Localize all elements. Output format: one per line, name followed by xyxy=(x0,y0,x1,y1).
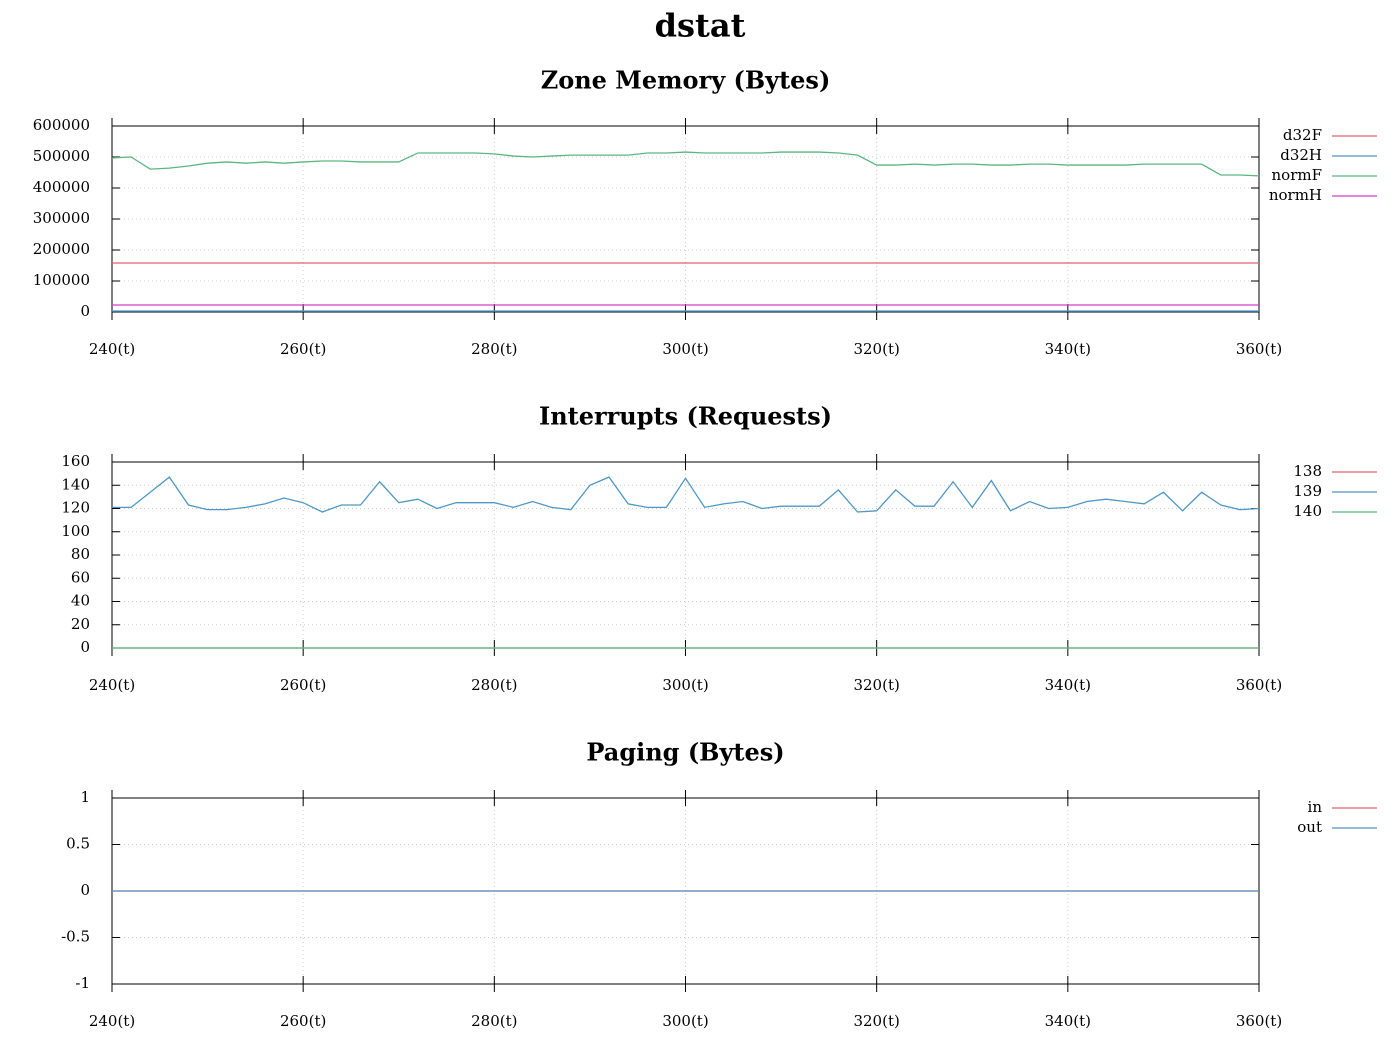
x-tick-label: 360(t) xyxy=(1236,340,1282,358)
y-tick-label: 0.5 xyxy=(66,835,90,853)
chart-title: Paging (Bytes) xyxy=(586,738,784,767)
x-tick-label: 300(t) xyxy=(662,340,708,358)
x-tick-label: 280(t) xyxy=(471,1012,517,1030)
y-tick-label: 120 xyxy=(61,499,90,517)
x-tick-label: 280(t) xyxy=(471,676,517,694)
y-tick-label: 600000 xyxy=(33,116,90,134)
y-tick-label: 40 xyxy=(71,592,90,610)
series-line xyxy=(112,476,1260,513)
x-tick-label: 240(t) xyxy=(89,676,135,694)
y-tick-label: 200000 xyxy=(33,240,90,258)
y-tick-label: -0.5 xyxy=(61,928,90,946)
y-tick-label: 60 xyxy=(71,568,90,586)
x-tick-label: 360(t) xyxy=(1236,676,1282,694)
x-tick-label: 280(t) xyxy=(471,340,517,358)
y-tick-label: 100 xyxy=(61,522,90,540)
y-tick-label: 100000 xyxy=(33,271,90,289)
y-tick-label: 300000 xyxy=(33,209,90,227)
x-tick-label: 240(t) xyxy=(89,1012,135,1030)
legend-label: 140 xyxy=(1293,502,1322,520)
y-tick-label: -1 xyxy=(75,974,90,992)
x-tick-label: 260(t) xyxy=(280,1012,326,1030)
legend-label: d32H xyxy=(1280,146,1322,164)
y-tick-label: 0 xyxy=(80,302,90,320)
x-tick-label: 320(t) xyxy=(853,676,899,694)
y-tick-label: 160 xyxy=(61,452,90,470)
legend-label: 138 xyxy=(1293,462,1322,480)
x-tick-label: 320(t) xyxy=(853,1012,899,1030)
legend-label: normH xyxy=(1269,186,1322,204)
y-tick-label: 1 xyxy=(80,788,90,806)
y-tick-label: 20 xyxy=(71,615,90,633)
page-title: dstat xyxy=(655,7,746,45)
legend-label: out xyxy=(1297,818,1322,836)
legend-label: normF xyxy=(1272,166,1323,184)
x-tick-label: 300(t) xyxy=(662,1012,708,1030)
legend-label: in xyxy=(1308,798,1323,816)
x-tick-label: 320(t) xyxy=(853,340,899,358)
x-tick-label: 260(t) xyxy=(280,676,326,694)
plot-frame xyxy=(111,125,1260,313)
y-tick-label: 400000 xyxy=(33,178,90,196)
y-tick-label: 0 xyxy=(80,881,90,899)
x-tick-label: 360(t) xyxy=(1236,1012,1282,1030)
legend-label: d32F xyxy=(1283,126,1322,144)
x-tick-label: 340(t) xyxy=(1045,340,1091,358)
chart-title: Interrupts (Requests) xyxy=(539,402,832,431)
legend-label: 139 xyxy=(1293,482,1322,500)
x-tick-label: 260(t) xyxy=(280,340,326,358)
x-tick-label: 240(t) xyxy=(89,340,135,358)
series-line xyxy=(111,151,1260,177)
y-tick-label: 0 xyxy=(80,638,90,656)
x-tick-label: 340(t) xyxy=(1045,676,1091,694)
x-tick-label: 340(t) xyxy=(1045,1012,1091,1030)
y-tick-label: 80 xyxy=(71,545,90,563)
x-tick-label: 300(t) xyxy=(662,676,708,694)
y-tick-label: 140 xyxy=(61,475,90,493)
y-tick-label: 500000 xyxy=(33,147,90,165)
chart-title: Zone Memory (Bytes) xyxy=(541,66,831,95)
